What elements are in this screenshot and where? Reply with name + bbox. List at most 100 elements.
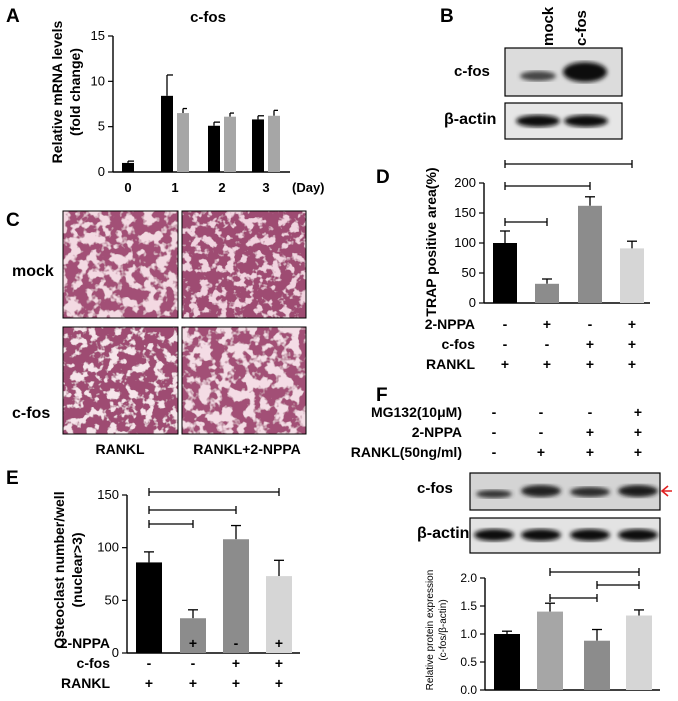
panel-e-ytick-label: 0: [112, 645, 119, 660]
panel-a-ytick-label: 0: [98, 164, 105, 179]
panel-d-bar: [535, 283, 559, 303]
panel-f-ytick-label: 1.5: [460, 599, 477, 613]
panel-e-bar: [223, 539, 249, 653]
micrograph-mock-rankl-2nppa: [181, 210, 307, 319]
panel-d-ytick-label: 0: [469, 295, 476, 310]
panel-d-bar: [578, 205, 602, 303]
panel-d-chart: 0 50 100 150 200 2-NPPA - + - + c-fos - - + + RANKL + + + +: [425, 160, 650, 372]
panel-f-cond-sign: +: [634, 424, 642, 440]
panel-a-xtick-label: 1: [171, 180, 178, 195]
panel-d-ytick-label: 200: [454, 175, 476, 190]
panel-d-cond-sign: -: [503, 336, 508, 352]
panel-f-bar: [626, 615, 652, 690]
panel-a-chart: 0 5 10 15 0 1 2 3: [91, 28, 290, 195]
panel-d-cond-sign: +: [543, 316, 551, 332]
panel-a-bar: [268, 115, 280, 172]
panel-a-ytick-label: 5: [98, 119, 105, 134]
panel-a-xtick-label: 0: [124, 180, 131, 195]
panel-c-col-2-label: RANKL+2-NPPA: [193, 441, 300, 457]
panel-e-chart: 0 50 100 150 2-NPPA - + - + c-fos - - + + RANKL + + + +: [60, 487, 300, 691]
panel-f-cond-sign: +: [537, 444, 545, 460]
panel-d-cond-sign: -: [503, 316, 508, 332]
panel-d-ytick-label: 150: [454, 205, 476, 220]
panel-f-cond-label: 2-NPPA: [412, 424, 462, 440]
panel-f-cond-label: RANKL(50ng/ml): [351, 444, 462, 460]
panel-a-ylabel-1: Relative mRNA levels: [49, 20, 65, 163]
blot-f-row-1-label: c-fos: [417, 480, 453, 497]
panel-f-letter: F: [376, 385, 388, 406]
blot-b-row-2-label: β-actin: [444, 111, 496, 128]
panel-d-cond-sign: +: [543, 356, 551, 372]
panel-d-cond-sign: -: [588, 316, 593, 332]
panel-d-cond-sign: +: [628, 336, 636, 352]
panel-a-bar: [122, 162, 134, 172]
panel-a-xtick-label: 3: [262, 180, 269, 195]
panel-a-bar: [177, 113, 189, 172]
panel-d-cond-label: RANKL: [426, 356, 475, 372]
panel-d-cond-sign: +: [586, 356, 594, 372]
panel-d-cond-sign: +: [628, 316, 636, 332]
panel-d-cond-label: c-fos: [442, 336, 476, 352]
panel-e-cond-sign: -: [191, 655, 196, 671]
panel-f-cond-sign: -: [539, 424, 544, 440]
panel-c: C mock c-fos RANKL RANKL+2-NPPA: [6, 210, 307, 457]
panel-f-ylabel-1: Relative protein expression: [425, 570, 436, 691]
panel-e-cond-sign: -: [147, 655, 152, 671]
panel-e-cond-label: 2-NPPA: [60, 635, 110, 651]
arrow-icon: [660, 485, 672, 497]
panel-a-title: c-fos: [190, 9, 226, 26]
panel-e-cond-sign: +: [189, 675, 197, 691]
blot-b-lane-2-label: c-fos: [573, 10, 590, 46]
panel-e-cond-sign: +: [145, 675, 153, 691]
panel-e-letter: E: [6, 468, 19, 489]
panel-f-ytick-label: 2.0: [460, 571, 477, 585]
panel-a-bar: [161, 95, 173, 172]
panel-f-ytick-label: 1.0: [460, 627, 477, 641]
blot-f-row-2-label: β-actin: [417, 525, 469, 542]
panel-e-bar: [180, 618, 206, 653]
panel-e-ytick-label: 50: [105, 592, 119, 607]
panel-c-col-1-label: RANKL: [96, 441, 145, 457]
panel-f-cond-sign: +: [634, 404, 642, 420]
panel-e-cond-sign: +: [232, 675, 240, 691]
panel-a-ytick-label: 10: [91, 73, 105, 88]
panel-f-chart: 0.0 0.5 1.0 1.5 2.0: [460, 568, 660, 697]
panel-e-cond-sign: +: [275, 635, 283, 651]
panel-e-ylabel-2: (nuclear>3): [69, 532, 85, 607]
panel-e-bar: [266, 576, 292, 653]
panel-e-cond-sign: -: [147, 635, 152, 651]
panel-f-bar: [537, 611, 563, 690]
panel-d-bar: [620, 248, 644, 303]
panel-d-cond-sign: +: [586, 336, 594, 352]
panel-a-bar: [208, 125, 220, 172]
micrograph-mock-rankl: [62, 210, 179, 319]
panel-e-bar: [136, 562, 162, 653]
panel-a-xunit: (Day): [292, 180, 325, 195]
panel-f-bar: [494, 634, 520, 690]
panel-a-bar: [252, 119, 264, 172]
panel-f-cond-sign: +: [586, 444, 594, 460]
panel-e-cond-label: RANKL: [61, 675, 110, 691]
blot-b-row-1-label: c-fos: [454, 63, 490, 80]
panel-f-cond-sign: -: [492, 404, 497, 420]
panel-a: A c-fos Relative mRNA levels (fold chang…: [6, 6, 325, 195]
panel-d-ytick-label: 50: [462, 265, 476, 280]
blot-b-cfos: [504, 47, 623, 97]
blot-f-cfos: [469, 472, 661, 511]
panel-a-letter: A: [6, 6, 20, 27]
panel-f-ytick-label: 0.0: [460, 683, 477, 697]
panel-a-bar: [224, 116, 236, 172]
panel-f-cond-sign: -: [588, 404, 593, 420]
panel-b: B mock c-fos c-fos β-actin: [440, 6, 623, 140]
panel-e-cond-sign: +: [232, 655, 240, 671]
panel-b-letter: B: [440, 6, 454, 27]
panel-e-ytick-label: 100: [97, 540, 119, 555]
panel-d-cond-sign: -: [545, 336, 550, 352]
panel-e-cond-sign: +: [189, 635, 197, 651]
panel-e: E Osteoclast number/well (nuclear>3) 0 50…: [6, 468, 300, 691]
panel-c-letter: C: [6, 210, 20, 231]
blot-b-actin: [504, 102, 623, 140]
panel-f-conditions: MG132(10μM) - - - +2-NPPA - - + + RANKL(50ng/ml) -…: [351, 404, 642, 460]
panel-e-cond-label: c-fos: [77, 655, 111, 671]
